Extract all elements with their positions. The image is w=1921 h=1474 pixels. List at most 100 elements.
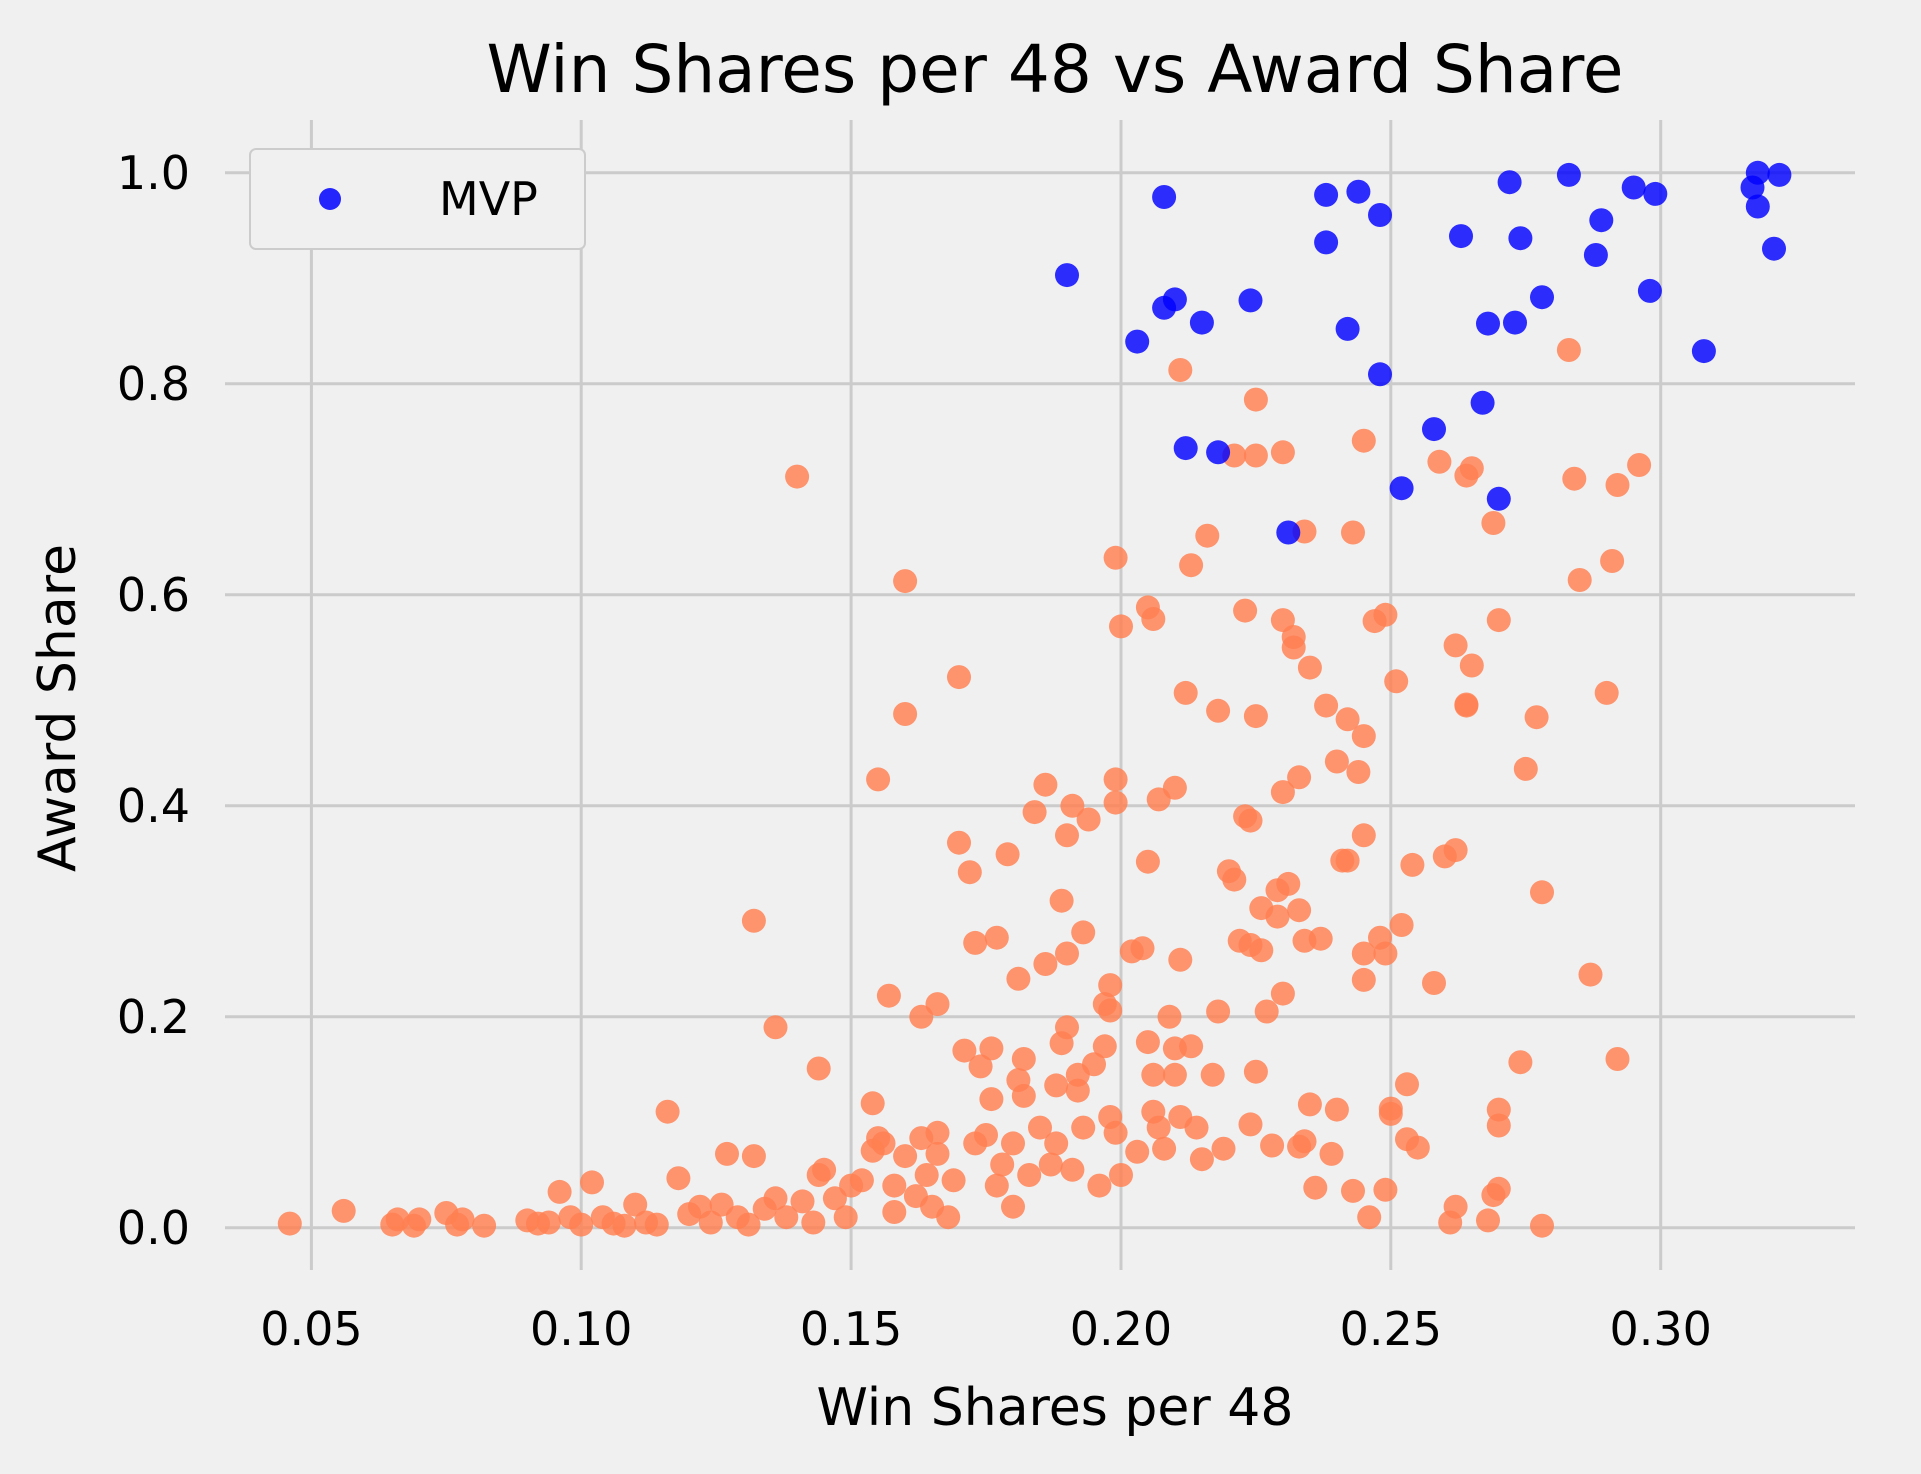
x-tick-label: 0.20 xyxy=(1070,1302,1172,1356)
y-tick-label: 0.2 xyxy=(117,990,190,1044)
series-mvp xyxy=(1055,160,1792,545)
data-point xyxy=(1098,973,1123,998)
x-tick-label: 0.10 xyxy=(530,1302,632,1356)
scatter-points xyxy=(277,160,1792,1238)
data-point xyxy=(1001,1194,1025,1219)
data-point xyxy=(1470,390,1495,415)
data-point xyxy=(1195,523,1220,548)
data-point xyxy=(1351,967,1376,992)
data-point xyxy=(1508,1050,1533,1075)
data-point xyxy=(1395,1072,1419,1097)
data-point xyxy=(1346,179,1371,204)
data-point xyxy=(1184,1115,1209,1140)
data-point xyxy=(866,767,891,792)
data-point xyxy=(1011,1047,1036,1071)
data-point xyxy=(580,1170,604,1195)
data-point xyxy=(1513,756,1538,781)
data-point xyxy=(936,1205,961,1230)
data-point xyxy=(1206,440,1231,465)
data-point xyxy=(1314,230,1339,255)
data-point xyxy=(1233,598,1258,623)
data-point xyxy=(1022,800,1047,825)
data-point xyxy=(1357,1205,1382,1230)
data-point xyxy=(1589,208,1614,233)
data-point xyxy=(1556,162,1581,187)
data-point xyxy=(1076,807,1101,832)
data-point xyxy=(1211,1136,1236,1161)
data-point xyxy=(644,1212,669,1237)
data-point xyxy=(1297,655,1322,680)
data-point xyxy=(1486,1113,1511,1138)
x-tick-label: 0.25 xyxy=(1340,1302,1442,1356)
data-point xyxy=(623,1192,648,1217)
data-point xyxy=(277,1211,302,1236)
data-point xyxy=(1459,456,1484,481)
data-point xyxy=(1071,1115,1096,1140)
data-point xyxy=(763,1015,788,1040)
data-point xyxy=(1368,203,1392,227)
data-point xyxy=(1141,607,1166,631)
data-point xyxy=(1243,387,1268,412)
data-point xyxy=(1103,790,1128,815)
data-point xyxy=(1038,1152,1063,1177)
data-point xyxy=(1189,310,1214,335)
data-point xyxy=(822,1186,847,1211)
data-point xyxy=(1270,981,1295,1006)
data-point xyxy=(1459,653,1484,678)
data-point xyxy=(1281,635,1306,660)
data-point xyxy=(1486,486,1511,511)
x-tick-label: 0.05 xyxy=(260,1302,362,1356)
data-point xyxy=(1254,999,1279,1024)
data-point xyxy=(1135,849,1160,874)
data-point xyxy=(1249,938,1274,963)
data-point xyxy=(984,925,1009,950)
data-point xyxy=(876,983,901,1008)
data-point xyxy=(1476,1208,1500,1233)
data-point xyxy=(1600,549,1625,573)
data-point xyxy=(1292,1129,1317,1154)
data-point xyxy=(1243,443,1268,468)
data-point xyxy=(1389,476,1414,501)
data-point xyxy=(1400,852,1425,877)
data-point xyxy=(1049,888,1074,913)
data-point xyxy=(1071,920,1096,945)
data-point xyxy=(1028,1115,1052,1140)
data-point xyxy=(612,1213,637,1238)
legend-box xyxy=(249,148,586,250)
data-point xyxy=(1314,182,1339,207)
y-tick-label: 0.0 xyxy=(117,1201,190,1255)
grid xyxy=(225,120,1855,1270)
data-point xyxy=(1351,428,1376,453)
data-point xyxy=(1524,705,1549,730)
data-point xyxy=(1173,680,1198,705)
data-point xyxy=(774,1205,799,1230)
data-point xyxy=(941,1168,966,1193)
data-point xyxy=(1055,941,1079,966)
data-point xyxy=(1238,1112,1263,1137)
data-point xyxy=(963,930,988,955)
data-point xyxy=(655,1099,680,1124)
data-point xyxy=(1341,1178,1365,1203)
data-point xyxy=(925,1141,950,1166)
data-point xyxy=(1276,871,1301,896)
data-point xyxy=(833,1205,858,1230)
x-axis-label: Win Shares per 48 xyxy=(817,1378,1294,1438)
data-point xyxy=(698,1210,723,1235)
data-point xyxy=(1287,765,1312,790)
data-point xyxy=(1422,971,1446,995)
legend-label-mvp: MVP xyxy=(439,172,538,226)
data-point xyxy=(1341,520,1365,545)
data-point xyxy=(1238,288,1263,313)
data-point xyxy=(1135,1030,1160,1055)
data-point xyxy=(736,1212,761,1237)
data-point xyxy=(1011,1083,1036,1108)
data-point xyxy=(1346,760,1371,784)
x-tick-labels: 0.05 0.10 0.15 0.20 0.25 0.30 xyxy=(260,1302,1712,1356)
series-other xyxy=(277,338,1652,1238)
data-point xyxy=(1319,1141,1344,1166)
data-point xyxy=(1384,669,1409,694)
data-point xyxy=(1745,160,1770,185)
data-point xyxy=(1481,511,1506,535)
data-point xyxy=(1168,358,1193,382)
